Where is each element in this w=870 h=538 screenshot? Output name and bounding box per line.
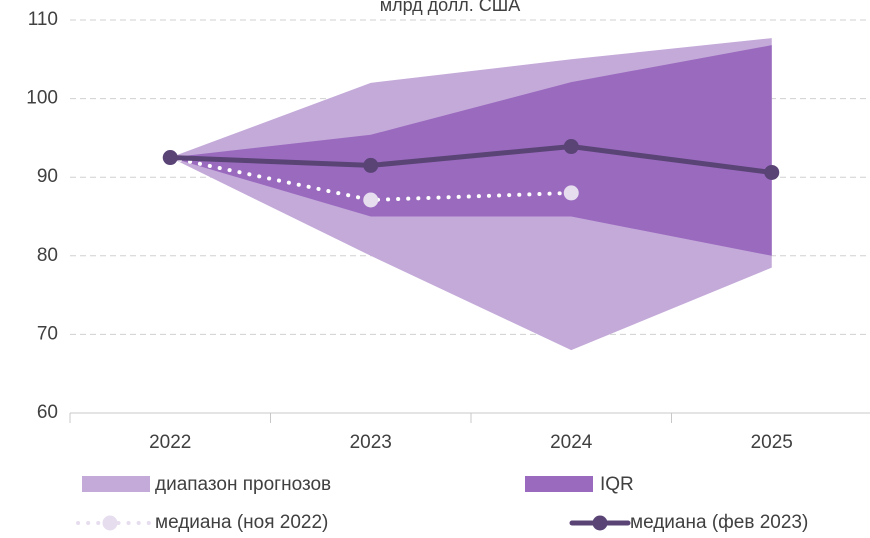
median-line <box>167 144 775 175</box>
median-marker <box>363 192 379 208</box>
band-area <box>170 45 772 256</box>
median-marker <box>563 139 579 155</box>
x-tick-label: 2024 <box>550 432 593 453</box>
median-marker <box>764 164 780 180</box>
x-tick-label: 2023 <box>350 432 392 453</box>
median-marker <box>563 185 579 201</box>
x-tick-label: 2022 <box>149 432 191 453</box>
y-tick-label: 110 <box>28 9 58 30</box>
legend-swatch <box>525 476 593 492</box>
median-marker <box>162 150 178 166</box>
legend-label: медиана (ноя 2022) <box>155 512 328 533</box>
legend-label: IQR <box>600 474 634 495</box>
y-tick-label: 90 <box>37 166 58 187</box>
legend-marker <box>592 515 608 531</box>
y-tick-label: 60 <box>37 402 58 423</box>
y-tick-label: 70 <box>37 323 58 344</box>
legend-label: диапазон прогнозов <box>155 474 331 495</box>
y-tick-label: 100 <box>26 88 58 109</box>
legend-marker <box>102 515 118 531</box>
legend-swatch <box>82 476 150 492</box>
y-tick-label: 80 <box>37 245 58 266</box>
x-tick-label: 2025 <box>751 432 793 453</box>
median-marker <box>363 157 379 173</box>
legend-label: медиана (фев 2023) <box>630 512 808 533</box>
chart-title: млрд долл. США <box>380 0 521 15</box>
